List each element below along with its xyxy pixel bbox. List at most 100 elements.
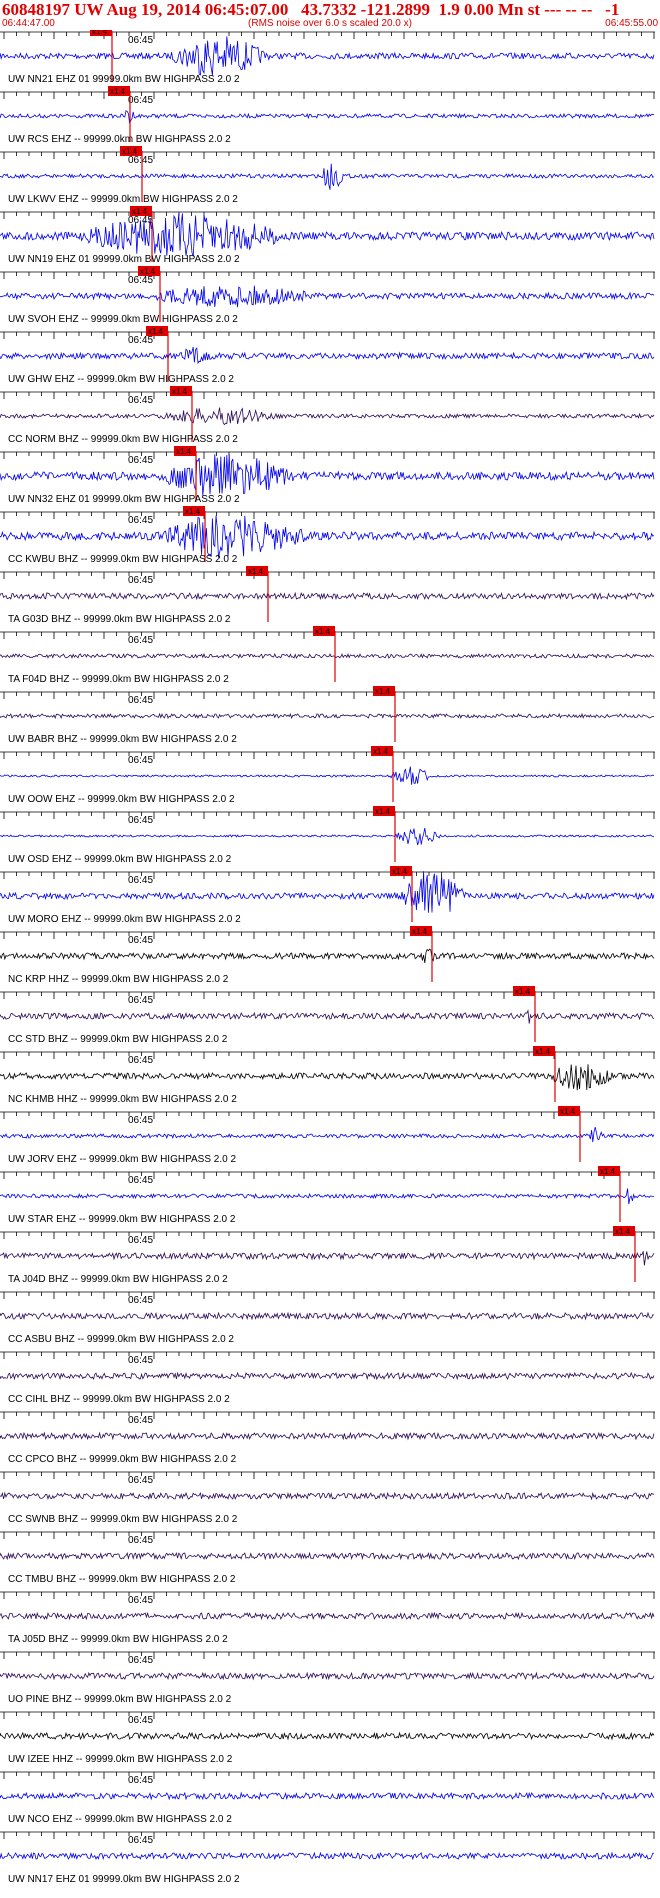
start-time: 06:44:47.00 [2, 18, 55, 29]
waveform-trace [0, 871, 655, 913]
trace-row: 06:45 UW NCO EHZ -- 99999.0km BW HIGHPASS… [0, 1771, 655, 1825]
pick-label: x1.4 [560, 1107, 576, 1116]
station-label: TA G03D BHZ -- 99999.0km BW HIGHPASS 2.0… [8, 614, 231, 625]
minute-label: 06:45 [128, 515, 153, 526]
pick-label: x1.4 [148, 327, 164, 336]
station-label: CC NORM BHZ -- 99999.0km BW HIGHPASS 2.0… [8, 434, 238, 445]
waveform-trace [0, 1431, 655, 1441]
pick-marker [170, 386, 192, 396]
pick-marker [533, 1046, 555, 1056]
trace-row: 06:45 CC ASBU BHZ -- 99999.0km BW HIGHPAS… [0, 1291, 655, 1345]
pick-label: x1.4 [172, 387, 188, 396]
trace-row: 06:45 x1.4 CC STD BHZ -- 99999.0km BW HIGH… [0, 986, 655, 1045]
minute-label: 06:45 [128, 275, 153, 286]
waveform-trace [0, 1009, 655, 1024]
waveform-trace [0, 1611, 655, 1621]
pick-label: x1.4 [132, 207, 148, 216]
trace-row: 06:45 CC CPCO BHZ -- 99999.0km BW HIGHPAS… [0, 1411, 655, 1465]
pick-label: x1.4 [392, 867, 408, 876]
pick-marker [598, 1166, 620, 1176]
minute-label: 06:45 [128, 455, 153, 466]
pick-label: x1.4 [375, 687, 391, 696]
minute-label: 06:45 [128, 1655, 153, 1666]
pick-label: x1.4 [248, 567, 264, 576]
pick-label: x1.4 [535, 1047, 551, 1056]
minute-label: 06:45 [128, 155, 153, 166]
trace-row: 06:45 x1.4 TA G03D BHZ -- 99999.0km BW HIG… [0, 566, 655, 625]
station-label: UW STAR EHZ -- 99999.0km BW HIGHPASS 2.0… [8, 1214, 236, 1225]
station-label: UW NN21 EHZ 01 99999.0km BW HIGHPASS 2.0… [8, 74, 240, 85]
minute-label: 06:45 [128, 1235, 153, 1246]
station-label: TA J05D BHZ -- 99999.0km BW HIGHPASS 2.0… [8, 1634, 228, 1645]
minute-label: 06:45 [128, 575, 153, 586]
station-label: UW LKWV EHZ -- 99999.0km BW HIGHPASS 2.0… [8, 194, 238, 205]
minute-label: 06:45 [128, 335, 153, 346]
waveform-trace [0, 1851, 655, 1861]
minute-label: 06:45 [128, 755, 153, 766]
pick-marker [410, 926, 432, 936]
minute-label: 06:45 [128, 995, 153, 1006]
minute-label: 06:45 [128, 35, 153, 46]
pick-label: x1.4 [185, 507, 201, 516]
trace-row: 06:45 TA J05D BHZ -- 99999.0km BW HIGHPAS… [0, 1591, 655, 1645]
waveform-trace [0, 346, 655, 365]
waveform-trace [0, 515, 655, 558]
station-label: UW OSD EHZ -- 99999.0km BW HIGHPASS 2.0 … [8, 854, 232, 865]
station-label: CC TMBU BHZ -- 99999.0km BW HIGHPASS 2.0… [8, 1574, 236, 1585]
minute-label: 06:45 [128, 1535, 153, 1546]
waveform-trace [0, 766, 655, 785]
trace-row: 06:45 CC TMBU BHZ -- 99999.0km BW HIGHPAS… [0, 1531, 655, 1585]
pick-label: x1.4 [110, 87, 126, 96]
minute-label: 06:45 [128, 395, 153, 406]
minute-label: 06:45 [128, 1415, 153, 1426]
trace-row: 06:45 x1.4 CC KWBU BHZ -- 99999.0km BW HIG… [0, 506, 655, 565]
station-label: TA F04D BHZ -- 99999.0km BW HIGHPASS 2.0… [8, 674, 229, 685]
station-label: UW MORO EHZ -- 99999.0km BW HIGHPASS 2.0… [8, 914, 241, 925]
waveform-trace [0, 36, 655, 76]
pick-label: x1.4 [615, 1227, 631, 1236]
waveform-trace [0, 1371, 655, 1381]
minute-label: 06:45 [128, 1595, 153, 1606]
waveform-trace [0, 712, 655, 720]
pick-marker [120, 146, 142, 156]
waveform-trace [0, 1791, 655, 1801]
waveform-trace [0, 213, 655, 257]
trace-row: 06:45 x1.4 UW NN21 EHZ 01 99999.0km BW HIG… [0, 30, 655, 85]
waveform-trace [0, 407, 655, 426]
pick-label: x1.4 [373, 747, 389, 756]
minute-label: 06:45 [128, 875, 153, 886]
station-label: NC KRP HHZ -- 99999.0km BW HIGHPASS 2.0 … [8, 974, 229, 985]
pick-label: x1.4 [140, 267, 156, 276]
waveform-trace [0, 110, 655, 124]
minute-label: 06:45 [128, 1355, 153, 1366]
station-label: UW OOW EHZ -- 99999.0km BW HIGHPASS 2.0 … [8, 794, 235, 805]
waveform-trace [0, 1731, 655, 1741]
pick-marker [174, 446, 196, 456]
waveform-trace [0, 1671, 655, 1681]
station-label: UW JORV EHZ -- 99999.0km BW HIGHPASS 2.0… [8, 1154, 236, 1165]
minute-label: 06:45 [128, 1295, 153, 1306]
waveform-trace [0, 1551, 655, 1561]
pick-marker [390, 866, 412, 876]
pick-marker [558, 1106, 580, 1116]
minute-label: 06:45 [128, 215, 153, 226]
minute-label: 06:45 [128, 1055, 153, 1066]
waveform-trace [0, 1251, 655, 1266]
waveform-trace [0, 163, 655, 190]
event-title: 60848197 UW Aug 19, 2014 06:45:07.00 43.… [2, 0, 620, 19]
trace-row: 06:45 x1.4 TA F04D BHZ -- 99999.0km BW HIG… [0, 626, 655, 685]
station-label: UW NN32 EHZ 01 99999.0km BW HIGHPASS 2.0… [8, 494, 240, 505]
trace-row: 06:45 x1.4 CC NORM BHZ -- 99999.0km BW HIG… [0, 386, 655, 445]
waveform-trace [0, 591, 655, 601]
pick-marker [138, 266, 160, 276]
trace-row: 06:45 UO PINE BHZ -- 99999.0km BW HIGHPAS… [0, 1651, 655, 1705]
pick-marker [371, 746, 393, 756]
pick-marker [313, 626, 335, 636]
station-label: CC STD BHZ -- 99999.0km BW HIGHPASS 2.0 … [8, 1034, 228, 1045]
pick-marker [513, 986, 535, 996]
waveform-trace [0, 285, 655, 308]
station-label: CC ASBU BHZ -- 99999.0km BW HIGHPASS 2.0… [8, 1334, 234, 1345]
